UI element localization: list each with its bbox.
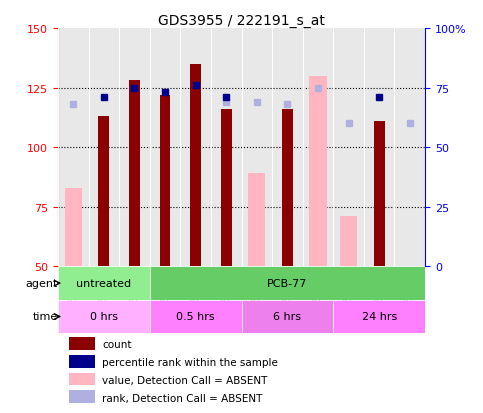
Text: agent: agent: [26, 278, 58, 288]
Text: count: count: [102, 339, 131, 349]
Bar: [221, 110, 231, 267]
Text: rank, Detection Call = ABSENT: rank, Detection Call = ABSENT: [102, 393, 262, 403]
Bar: [190, 64, 201, 267]
Bar: [69, 390, 95, 404]
FancyBboxPatch shape: [58, 267, 150, 300]
Text: 0 hrs: 0 hrs: [90, 312, 118, 322]
Bar: [69, 355, 95, 368]
FancyBboxPatch shape: [58, 300, 150, 333]
Bar: [248, 174, 265, 267]
FancyBboxPatch shape: [150, 267, 425, 300]
Title: GDS3955 / 222191_s_at: GDS3955 / 222191_s_at: [158, 14, 325, 28]
Text: 0.5 hrs: 0.5 hrs: [176, 312, 215, 322]
Bar: [69, 337, 95, 350]
FancyBboxPatch shape: [150, 300, 242, 333]
FancyBboxPatch shape: [242, 300, 333, 333]
Text: PCB-77: PCB-77: [267, 278, 308, 288]
Bar: [340, 217, 357, 267]
Text: untreated: untreated: [76, 278, 131, 288]
Bar: [374, 122, 384, 267]
Bar: [160, 95, 170, 267]
Bar: [282, 110, 293, 267]
Text: 6 hrs: 6 hrs: [273, 312, 301, 322]
FancyBboxPatch shape: [333, 300, 425, 333]
Text: percentile rank within the sample: percentile rank within the sample: [102, 357, 278, 367]
Bar: [310, 76, 327, 267]
Text: value, Detection Call = ABSENT: value, Detection Call = ABSENT: [102, 375, 268, 385]
Bar: [65, 188, 82, 267]
Bar: [129, 81, 140, 267]
Text: 24 hrs: 24 hrs: [362, 312, 397, 322]
Bar: [99, 117, 109, 267]
Text: time: time: [33, 312, 58, 322]
Bar: [69, 373, 95, 385]
